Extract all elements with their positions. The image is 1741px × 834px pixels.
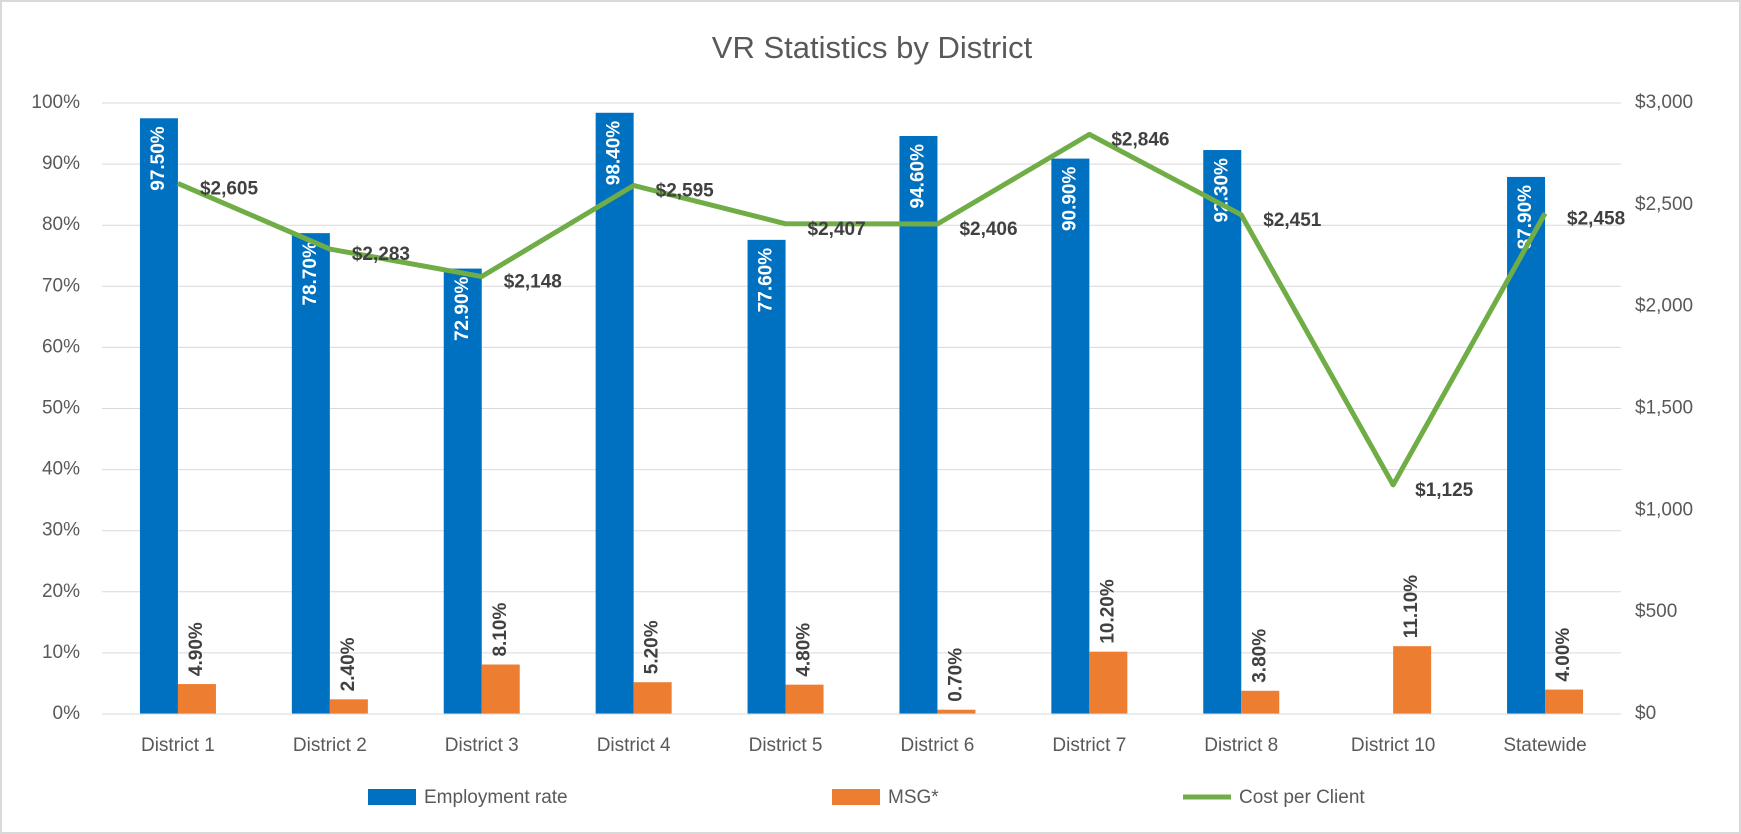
y-tick-label: 0% — [53, 703, 81, 724]
y2-tick-label: $500 — [1635, 601, 1677, 622]
bar — [1241, 690, 1280, 714]
x-tick-label: District 3 — [445, 735, 519, 756]
y2-tick-label: $3,000 — [1635, 92, 1693, 113]
bar — [1393, 646, 1432, 714]
y2-tick-label: $2,000 — [1635, 296, 1693, 317]
line — [176, 131, 1548, 488]
y-tick-label: 80% — [42, 214, 80, 235]
legend-swatch — [832, 789, 880, 805]
y-tick-label: 50% — [42, 398, 80, 419]
y-tick-label: 70% — [42, 275, 80, 296]
data-label: 4.00% — [1553, 628, 1574, 682]
data-label: $2,283 — [352, 244, 410, 265]
bar — [1051, 158, 1090, 714]
data-label: 87.90% — [1515, 185, 1536, 250]
data-label: 5.20% — [642, 620, 663, 674]
y2-tick-label: $1,000 — [1635, 499, 1693, 520]
legend-swatch — [368, 789, 416, 805]
bar — [1089, 651, 1128, 714]
x-tick-label: District 8 — [1204, 735, 1278, 756]
y-tick-label: 30% — [42, 520, 80, 541]
bar — [481, 664, 520, 714]
bar — [139, 118, 178, 714]
bar — [595, 112, 634, 714]
data-label: $1,125 — [1415, 480, 1474, 501]
data-label: 4.90% — [186, 622, 207, 676]
bar — [443, 268, 482, 714]
y-tick-label: 100% — [31, 92, 80, 113]
data-label: $2,451 — [1263, 210, 1322, 231]
data-label: 90.90% — [1059, 167, 1080, 232]
y-tick-label: 40% — [42, 459, 80, 480]
x-tick-label: District 10 — [1351, 735, 1435, 756]
y-tick-label: 20% — [42, 581, 80, 602]
data-label: 0.70% — [945, 648, 966, 702]
legend-label: Cost per Client — [1239, 787, 1365, 808]
y2-tick-label: $1,500 — [1635, 398, 1693, 419]
data-label: 78.70% — [300, 241, 321, 306]
data-label: 92.30% — [1211, 158, 1232, 223]
data-label: $2,148 — [504, 272, 562, 293]
data-label: $2,407 — [808, 219, 866, 240]
data-label: 2.40% — [338, 637, 359, 691]
data-label: 94.60% — [907, 144, 928, 209]
data-label: $2,846 — [1111, 129, 1169, 150]
bar — [633, 682, 672, 714]
data-label: 4.80% — [794, 623, 815, 677]
data-label: 10.20% — [1097, 579, 1118, 644]
bar — [747, 239, 786, 714]
x-tick-label: District 5 — [749, 735, 823, 756]
y-tick-label: 90% — [42, 153, 80, 174]
data-label: 3.80% — [1249, 629, 1270, 683]
bar — [1203, 150, 1242, 714]
bar — [937, 709, 976, 714]
legend-label: Employment rate — [424, 787, 568, 808]
x-tick-label: District 1 — [141, 735, 215, 756]
data-label: 8.10% — [490, 603, 511, 657]
data-label: $2,605 — [200, 178, 259, 199]
data-label: 72.90% — [452, 276, 473, 341]
y-tick-label: 10% — [42, 642, 80, 663]
y-tick-label: 60% — [42, 336, 80, 357]
x-tick-label: District 4 — [597, 735, 671, 756]
legend-label: MSG* — [888, 787, 939, 808]
data-label: 77.60% — [756, 248, 777, 313]
chart-title: VR Statistics by District — [712, 30, 1033, 65]
bar — [899, 135, 938, 714]
y2-tick-label: $0 — [1635, 703, 1656, 724]
bar — [1545, 689, 1584, 714]
x-tick-label: Statewide — [1503, 735, 1586, 756]
data-label: $2,595 — [656, 181, 715, 202]
x-tick-label: District 2 — [293, 735, 367, 756]
data-label: 97.50% — [148, 126, 169, 191]
bar — [329, 699, 368, 714]
bar — [291, 233, 330, 714]
data-label: 98.40% — [604, 121, 625, 186]
x-tick-label: District 6 — [900, 735, 974, 756]
data-label: $2,406 — [959, 219, 1017, 240]
bar — [177, 684, 216, 714]
bar — [785, 684, 824, 714]
bar — [1507, 176, 1546, 714]
y2-tick-label: $2,500 — [1635, 194, 1693, 215]
x-tick-label: District 7 — [1052, 735, 1126, 756]
data-label: $2,458 — [1567, 208, 1625, 229]
data-label: 11.10% — [1401, 575, 1422, 638]
